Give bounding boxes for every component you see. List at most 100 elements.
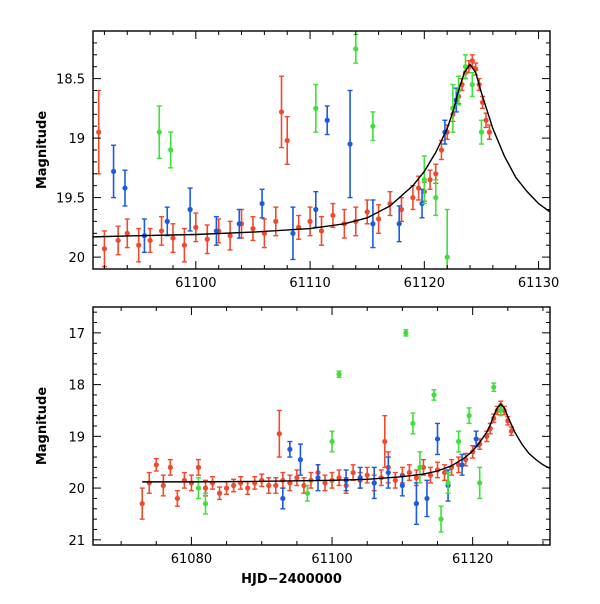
data-point-red <box>174 495 180 502</box>
data-point-green <box>168 147 174 153</box>
data-point-red <box>322 480 328 486</box>
data-point-red <box>278 109 285 115</box>
data-point-red <box>486 129 493 135</box>
data-point-red <box>433 171 439 177</box>
x-tick-label: 61120 <box>452 552 493 567</box>
data-point-red <box>508 428 514 434</box>
data-point-red <box>188 480 195 486</box>
data-point-green <box>438 516 444 522</box>
data-point-red <box>202 485 209 491</box>
data-point-red <box>181 242 187 248</box>
top-panel: 61100 61110 61120 61130 18.5 19 19.5 20 Magnitud… <box>35 30 559 291</box>
data-point-red <box>96 129 102 135</box>
data-point-blue <box>399 482 405 489</box>
data-point-red <box>364 209 370 215</box>
data-point-red <box>376 216 382 222</box>
y-axis-title: Magnitude <box>35 387 50 466</box>
data-point-red <box>136 242 142 248</box>
data-point-blue <box>315 475 321 481</box>
data-point-blue <box>396 221 402 227</box>
data-point-red <box>350 469 356 476</box>
data-point-red <box>483 117 489 123</box>
series-blue <box>110 87 459 261</box>
data-point-blue <box>187 206 193 213</box>
data-point-green <box>353 46 359 52</box>
data-point-red <box>167 464 173 470</box>
data-point-red <box>216 490 223 496</box>
data-point-green <box>445 480 451 486</box>
data-point-red <box>438 147 445 153</box>
y-axis-title: Magnitude <box>35 111 50 190</box>
bottom-panel: 61080 61100 61120 17 18 19 20 21 Magnitude HJD−24… <box>35 306 551 587</box>
data-point-red <box>139 501 145 507</box>
series-red <box>96 54 493 268</box>
data-point-green <box>477 480 483 486</box>
data-point-red <box>115 237 121 244</box>
data-point-blue <box>324 117 330 123</box>
y-tick-label: 20 <box>68 482 85 497</box>
data-point-blue <box>164 218 170 224</box>
data-point-red <box>160 482 166 489</box>
data-point-red <box>294 475 300 481</box>
data-point-blue <box>434 436 441 442</box>
x-tick-label: 61080 <box>171 552 212 567</box>
data-point-red <box>273 482 279 489</box>
x-tick-label: 61110 <box>289 276 330 291</box>
data-point-blue <box>122 185 128 191</box>
data-point-green <box>336 371 342 377</box>
data-point-red <box>318 228 325 234</box>
data-point-green <box>421 177 427 183</box>
data-point-blue <box>280 495 286 502</box>
data-point-red <box>469 58 475 64</box>
series-green <box>156 33 485 269</box>
data-point-red <box>330 212 336 219</box>
data-point-red <box>231 482 237 489</box>
x-tick-label: 61100 <box>175 276 216 291</box>
data-point-green <box>417 464 423 470</box>
data-point-red <box>223 485 230 491</box>
data-point-red <box>193 224 199 230</box>
data-point-green <box>444 254 450 260</box>
y-tick-label: 20 <box>68 251 85 266</box>
data-point-red <box>398 206 405 213</box>
data-point-red <box>250 225 256 232</box>
data-point-red <box>227 233 233 239</box>
data-point-red <box>170 235 176 241</box>
data-point-red <box>413 475 420 481</box>
data-point-blue <box>236 221 242 227</box>
plot-area <box>139 329 550 533</box>
data-point-red <box>146 480 152 486</box>
data-point-red <box>158 228 165 234</box>
data-point-red <box>204 236 210 242</box>
data-point-green <box>498 407 504 414</box>
y-tick-label: 19 <box>68 132 85 147</box>
data-point-green <box>410 420 416 427</box>
data-point-blue <box>413 501 420 507</box>
data-point-green <box>370 123 376 129</box>
data-point-blue <box>259 200 265 207</box>
y-tick-label: 18 <box>68 379 85 394</box>
data-point-red <box>410 195 416 201</box>
model-curve <box>93 63 550 238</box>
data-point-blue <box>313 206 319 213</box>
data-point-red <box>276 431 282 437</box>
data-point-red <box>153 462 159 468</box>
data-point-red <box>266 482 272 489</box>
data-point-red <box>301 482 307 489</box>
data-point-blue <box>370 221 376 227</box>
data-point-green <box>469 81 475 88</box>
plot-frame <box>92 306 551 546</box>
data-point-blue <box>347 141 353 147</box>
series-red <box>139 400 514 520</box>
data-point-green <box>466 413 472 419</box>
y-tick-label: 17 <box>68 327 85 342</box>
data-point-red <box>124 230 130 236</box>
data-point-green <box>329 438 335 445</box>
y-tick-label: 21 <box>68 534 85 549</box>
data-point-red <box>470 449 476 455</box>
y-tick-label: 18.5 <box>56 73 85 88</box>
data-point-green <box>313 105 319 111</box>
data-point-red <box>273 218 279 224</box>
y-tick-label: 19.5 <box>56 192 85 207</box>
